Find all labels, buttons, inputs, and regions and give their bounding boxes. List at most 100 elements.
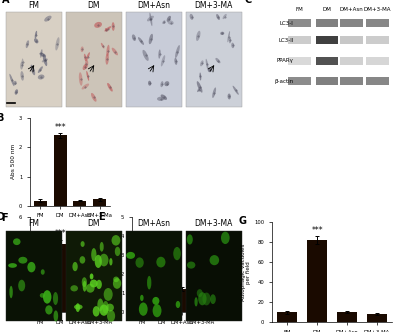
Ellipse shape [197,289,203,297]
Bar [196,291,208,312]
Text: F: F [2,213,8,223]
Bar [316,57,338,65]
Ellipse shape [112,22,115,31]
Ellipse shape [157,97,164,101]
Ellipse shape [42,58,48,62]
Ellipse shape [112,235,120,246]
Ellipse shape [113,277,119,282]
Ellipse shape [126,252,135,259]
Ellipse shape [102,301,109,313]
Text: ***: *** [54,229,66,238]
Ellipse shape [162,20,166,24]
Ellipse shape [100,304,108,316]
Bar [288,57,311,65]
Ellipse shape [132,35,136,41]
Ellipse shape [55,37,60,50]
Bar [54,135,66,206]
Ellipse shape [221,232,230,244]
Ellipse shape [107,310,115,322]
Ellipse shape [164,81,169,86]
Text: DM: DM [88,219,100,228]
Bar [340,36,363,44]
Text: DM+Asn: DM+Asn [340,7,363,12]
Ellipse shape [233,86,239,95]
Text: B: B [0,113,4,123]
Ellipse shape [197,87,200,92]
Ellipse shape [38,66,43,73]
Ellipse shape [43,54,47,66]
Ellipse shape [200,72,201,80]
Ellipse shape [208,67,212,72]
Ellipse shape [70,285,78,291]
Bar [66,231,122,321]
Ellipse shape [216,58,220,63]
Ellipse shape [20,61,23,69]
Text: ***: *** [311,226,323,235]
Bar [94,200,106,206]
Ellipse shape [40,49,42,58]
Bar [366,57,389,65]
Bar [126,231,182,321]
Ellipse shape [100,242,104,252]
Ellipse shape [34,38,38,43]
Ellipse shape [81,46,84,52]
Ellipse shape [105,28,108,32]
Ellipse shape [223,14,227,19]
Ellipse shape [106,304,114,311]
Ellipse shape [148,81,151,86]
Ellipse shape [149,34,153,44]
Ellipse shape [106,45,110,56]
Ellipse shape [90,280,98,288]
Ellipse shape [228,94,231,99]
Bar [288,36,311,44]
Ellipse shape [18,280,25,291]
Ellipse shape [229,38,231,43]
Ellipse shape [44,16,52,22]
Ellipse shape [97,298,103,311]
Ellipse shape [45,305,52,314]
Ellipse shape [40,293,45,298]
Bar [94,298,106,312]
Bar [176,290,188,312]
Bar [367,314,386,322]
Ellipse shape [109,258,112,266]
Text: LC3-I: LC3-I [280,21,294,26]
Bar [6,231,62,321]
Ellipse shape [74,304,83,309]
Ellipse shape [112,48,118,55]
Ellipse shape [139,302,148,316]
Bar [156,246,168,312]
Ellipse shape [136,257,144,268]
Ellipse shape [101,43,104,48]
Ellipse shape [156,257,166,268]
Ellipse shape [216,14,220,20]
Ellipse shape [82,277,87,287]
Ellipse shape [212,87,216,98]
Ellipse shape [197,81,202,93]
Bar [6,12,62,107]
Ellipse shape [9,74,14,86]
Ellipse shape [22,58,24,66]
Ellipse shape [227,31,230,42]
Ellipse shape [167,16,171,22]
Ellipse shape [106,53,109,65]
Ellipse shape [206,59,208,70]
Text: DM+Asn: DM+Asn [137,219,170,228]
Ellipse shape [153,304,162,317]
Bar [316,77,338,85]
Ellipse shape [18,257,27,264]
Text: FM: FM [28,1,39,10]
Bar [74,295,86,312]
Ellipse shape [187,234,193,245]
Ellipse shape [200,60,204,66]
Ellipse shape [26,40,29,48]
Ellipse shape [194,297,198,306]
Bar [366,77,389,85]
Text: DM+3-MA: DM+3-MA [194,219,233,228]
Ellipse shape [10,286,13,298]
Bar [340,77,363,85]
Bar [337,312,357,322]
Ellipse shape [104,26,111,32]
Ellipse shape [168,20,174,25]
Ellipse shape [202,292,210,305]
